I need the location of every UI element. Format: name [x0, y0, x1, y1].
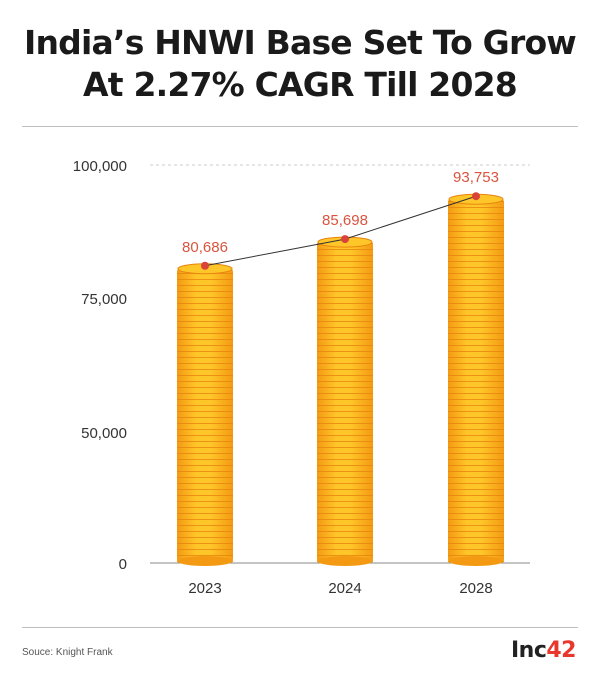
source-note: Souce: Knight Frank — [22, 647, 113, 658]
title-line-1: India’s HNWI Base Set To Grow — [24, 23, 577, 62]
bottom-divider — [22, 627, 578, 628]
x-tick-label: 2023 — [188, 580, 221, 597]
data-label: 80,686 — [182, 239, 228, 256]
top-divider — [22, 126, 578, 127]
title-line-2: At 2.27% CAGR Till 2028 — [83, 65, 518, 104]
data-label: 93,753 — [453, 169, 499, 186]
bar-coin-ridges — [317, 241, 373, 563]
y-tick-label: 100,000 — [73, 158, 127, 175]
data-point — [201, 261, 209, 270]
x-tick-label: 2028 — [459, 580, 492, 597]
bar-coin-ridges — [448, 198, 504, 563]
bar-base — [177, 556, 233, 566]
bar-base — [317, 556, 373, 566]
data-label: 85,698 — [322, 212, 368, 229]
bar-chart: 0 50,000 75,000 100,000 80,686 2023 85,698 2024… — [73, 158, 530, 597]
logo-accent: 42 — [546, 638, 576, 663]
data-point — [341, 235, 349, 244]
x-tick-label: 2024 — [328, 580, 361, 597]
inc42-logo: Inc42 — [510, 638, 577, 663]
y-tick-label: 0 — [119, 556, 127, 573]
logo-text: Inc — [510, 638, 547, 663]
y-tick-label: 75,000 — [81, 291, 127, 308]
y-tick-label: 50,000 — [81, 425, 127, 442]
data-point — [472, 192, 480, 201]
bar-base — [448, 556, 504, 566]
chart-title: India’s HNWI Base Set To Grow At 2.27% C… — [0, 22, 600, 106]
bar-coin-ridges — [177, 267, 233, 563]
